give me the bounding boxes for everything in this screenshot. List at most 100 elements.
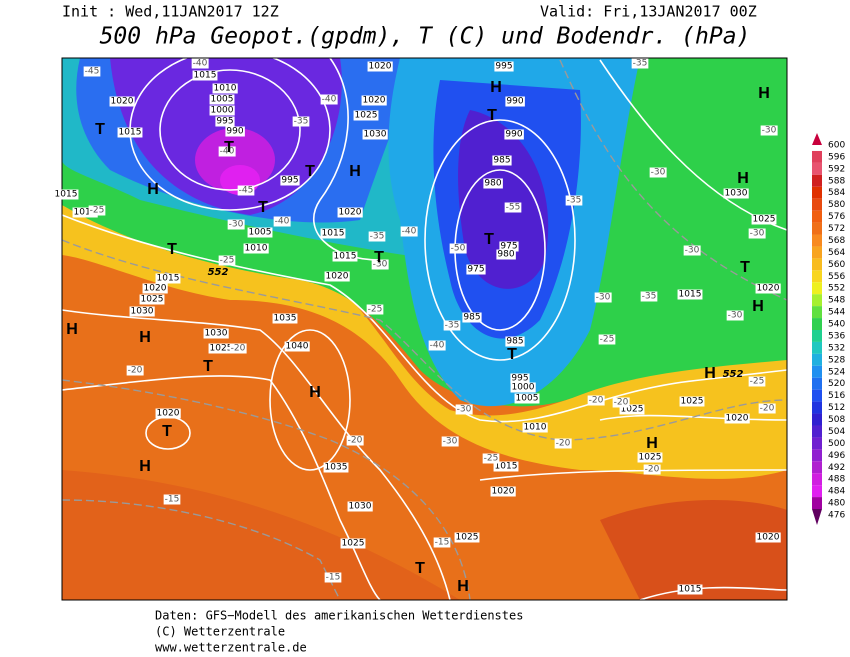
colorbar-swatch bbox=[812, 365, 822, 378]
temperature-label-group: -15 bbox=[324, 572, 342, 583]
temperature-label-group: -15 bbox=[433, 537, 451, 548]
pressure-label-box bbox=[209, 94, 235, 105]
colorbar-swatch bbox=[812, 401, 822, 414]
temperature-label-group: -25 bbox=[482, 453, 500, 464]
pressure-label-box bbox=[637, 452, 663, 463]
temperature-label: -45 bbox=[239, 186, 254, 196]
colorbar-swatch bbox=[812, 413, 822, 426]
pressure-label: 975 bbox=[467, 265, 484, 275]
pressure-label: 1020 bbox=[492, 487, 515, 497]
pressure-label: 1020 bbox=[757, 284, 780, 294]
pressure-center: H bbox=[139, 329, 151, 346]
pressure-label-box bbox=[496, 249, 516, 260]
colorbar-tick-label: 556 bbox=[828, 272, 845, 282]
pressure-label-group: 1035 bbox=[323, 462, 349, 473]
pressure-label-group: 990 bbox=[505, 96, 525, 107]
map-field bbox=[62, 58, 787, 600]
colorbar-swatch bbox=[812, 425, 822, 438]
pressure-label-box bbox=[492, 155, 512, 166]
temperature-label: -30 bbox=[651, 168, 666, 178]
pressure-label-box bbox=[332, 251, 358, 262]
colorbar-tick-label: 476 bbox=[828, 511, 845, 521]
pressure-label-box bbox=[243, 243, 269, 254]
pressure-label: 1025 bbox=[456, 533, 479, 543]
pressure-label-box bbox=[505, 336, 525, 347]
pressure-center: H bbox=[704, 365, 716, 382]
colorbar-swatch bbox=[812, 497, 822, 510]
pressure-label: 1010 bbox=[245, 244, 268, 254]
pressure-label: 985 bbox=[506, 337, 523, 347]
pressure-label: 1000 bbox=[211, 106, 234, 116]
pressure-center: T bbox=[415, 560, 425, 577]
temperature-label-box bbox=[229, 343, 247, 354]
pressure-label-box bbox=[723, 188, 749, 199]
pressure-label-box bbox=[362, 129, 388, 140]
pressure-label-group: 1025 bbox=[637, 452, 663, 463]
pressure-label-group: 1020 bbox=[155, 408, 181, 419]
temperature-label-box bbox=[292, 116, 310, 127]
pressure-label: 1010 bbox=[214, 84, 237, 94]
pressure-label-box bbox=[522, 422, 548, 433]
colorbar-tick-label: 532 bbox=[828, 343, 845, 353]
pressure-label: 1020 bbox=[339, 208, 362, 218]
temperature-label: -35 bbox=[567, 196, 582, 206]
temperature-label-box bbox=[726, 310, 744, 321]
temperature-label-box bbox=[748, 376, 766, 387]
pressure-label-group: 1015 bbox=[192, 70, 218, 81]
temperature-label-box bbox=[631, 58, 649, 69]
colorbar-tick-label: 520 bbox=[828, 379, 845, 389]
isohypse-label: 552 bbox=[208, 267, 229, 278]
colorbar-tick-label: 600 bbox=[828, 141, 845, 151]
pressure-label-box bbox=[324, 271, 350, 282]
pressure-label-box bbox=[679, 396, 705, 407]
pressure-label-group: 995 bbox=[215, 116, 235, 127]
temperature-label-group: -15 bbox=[163, 494, 181, 505]
temperature-label-box bbox=[237, 185, 255, 196]
colorbar-tick-label: 524 bbox=[828, 367, 845, 377]
pressure-label-group: 1010 bbox=[522, 422, 548, 433]
pressure-label-box bbox=[755, 283, 781, 294]
temperature-label-group: -40 bbox=[428, 340, 446, 351]
colorbar-tick-label: 508 bbox=[828, 415, 845, 425]
pressure-center: H bbox=[309, 384, 321, 401]
pressure-label: 985 bbox=[463, 313, 480, 323]
temperature-label: -40 bbox=[275, 217, 290, 227]
temperature-label-box bbox=[366, 304, 384, 315]
temperature-label-box bbox=[760, 125, 778, 136]
pressure-label-group: 1020 bbox=[109, 96, 135, 107]
pressure-label: 985 bbox=[493, 156, 510, 166]
pressure-label-group: 1020 bbox=[142, 283, 168, 294]
temperature-label-group: -20 bbox=[126, 365, 144, 376]
pressure-label: 1025 bbox=[342, 539, 365, 549]
temperature-label-box bbox=[643, 464, 661, 475]
pressure-label-group: 1025 bbox=[619, 404, 645, 415]
pressure-label: 1025 bbox=[621, 405, 644, 415]
colorbar-tick-label: 500 bbox=[828, 439, 845, 449]
pressure-center: T bbox=[374, 249, 384, 266]
pressure-label-group: 1020 bbox=[337, 207, 363, 218]
pressure-label: 1030 bbox=[364, 130, 387, 140]
pressure-label-group: 1000 bbox=[510, 382, 536, 393]
temperature-label-group: -30 bbox=[748, 228, 766, 239]
pressure-label-box bbox=[192, 70, 218, 81]
temperature-label: -15 bbox=[165, 495, 180, 505]
pressure-label: 980 bbox=[497, 250, 514, 260]
pressure-label-group: 1005 bbox=[209, 94, 235, 105]
colorbar-swatch bbox=[812, 437, 822, 450]
pressure-label-group: 980 bbox=[496, 249, 516, 260]
pressure-label: 1020 bbox=[363, 96, 386, 106]
colorbar-tick-label: 572 bbox=[828, 224, 845, 234]
pressure-center: T bbox=[258, 199, 268, 216]
temperature-label-box bbox=[320, 94, 338, 105]
temperature-label-group: -20 bbox=[758, 403, 776, 414]
colorbar-swatch bbox=[812, 294, 822, 307]
colorbar-swatch bbox=[812, 377, 822, 390]
pressure-label-box bbox=[677, 289, 703, 300]
temperature-label-box bbox=[598, 334, 616, 345]
colorbar-tick-label: 480 bbox=[828, 499, 845, 509]
pressure-label-box bbox=[367, 61, 393, 72]
temperature-label-group: -45 bbox=[237, 185, 255, 196]
colorbar-tick-label: 496 bbox=[828, 451, 845, 461]
